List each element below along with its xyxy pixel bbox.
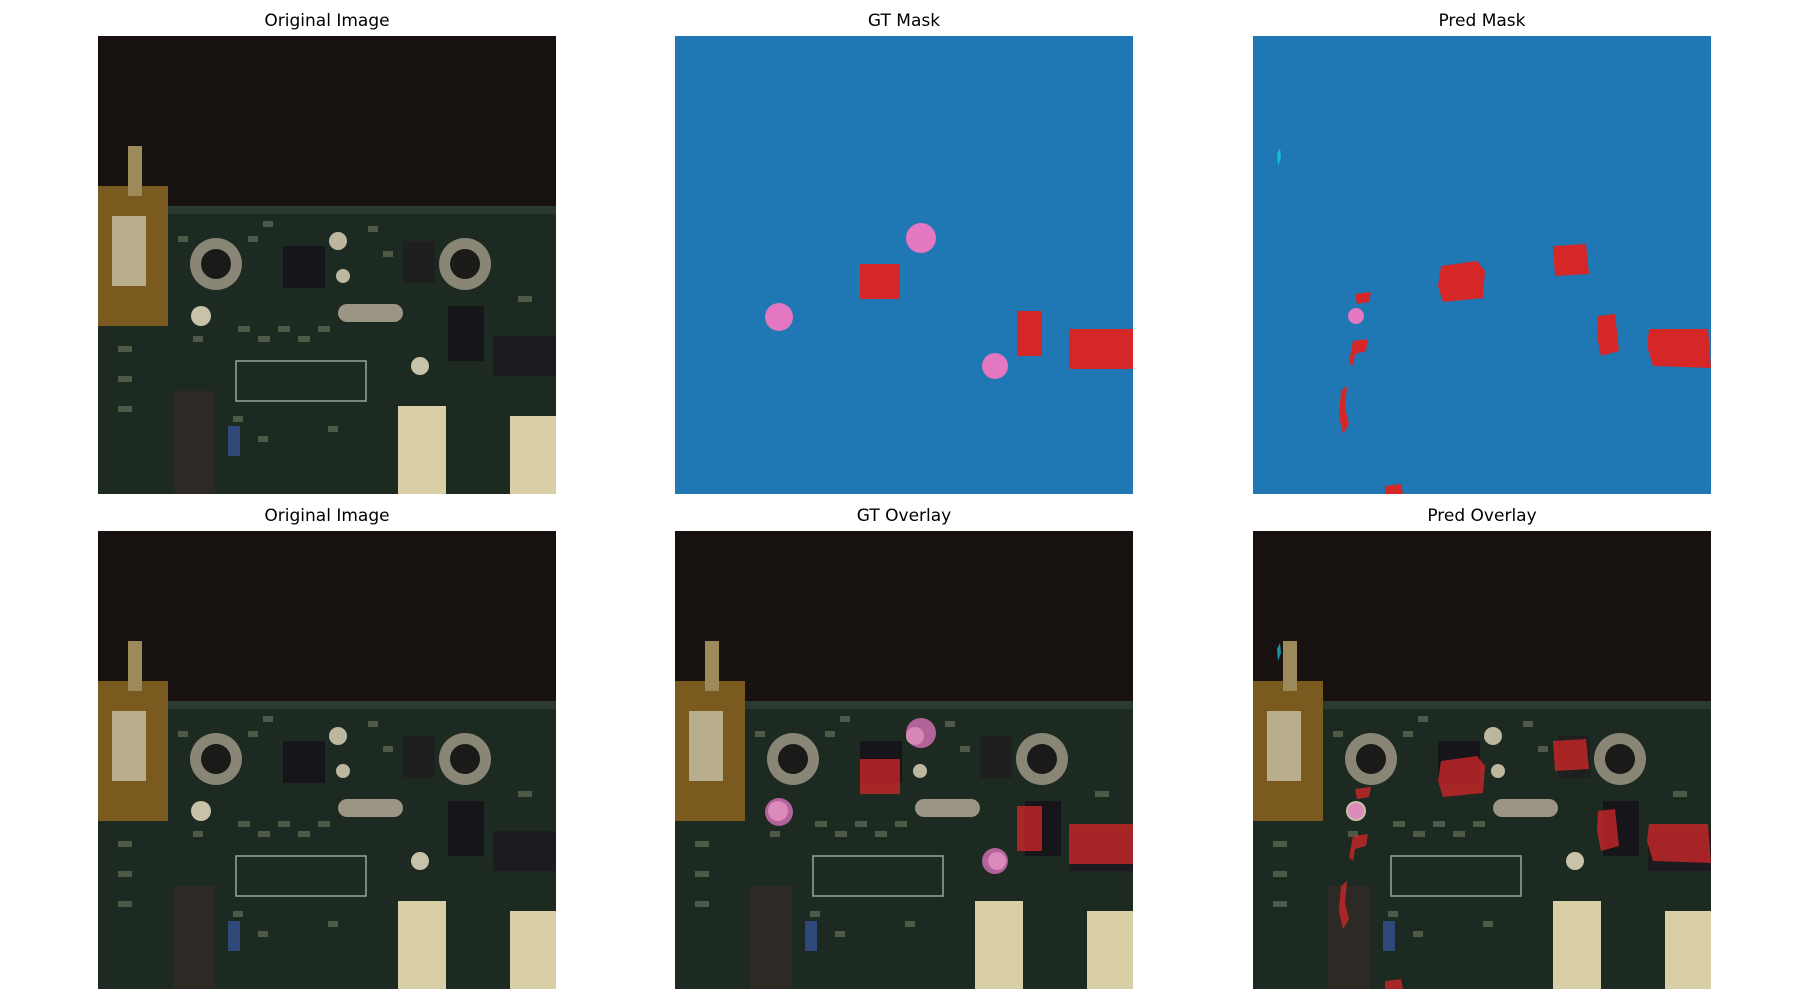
panel-title: Original Image xyxy=(264,506,390,526)
original-image xyxy=(98,531,556,989)
original-image xyxy=(98,36,556,494)
pcb-image xyxy=(98,36,556,494)
panel-title: Pred Overlay xyxy=(1427,506,1537,526)
mask-background xyxy=(675,36,1133,494)
mask-background xyxy=(1253,36,1711,494)
panel-title: Original Image xyxy=(264,11,390,31)
pred-overlay xyxy=(1253,531,1711,989)
gt-mask xyxy=(675,36,1133,494)
panel-title: GT Overlay xyxy=(856,506,952,526)
panel-title: GT Mask xyxy=(867,11,941,31)
gt-mask-image xyxy=(675,36,1133,494)
pred-mask xyxy=(1253,36,1711,494)
gt-overlay xyxy=(675,531,1133,989)
gt-overlay-image xyxy=(675,531,1133,989)
pred-mask-image xyxy=(1253,36,1711,494)
pcb-image xyxy=(98,531,556,989)
pred-overlay-image xyxy=(1253,531,1711,989)
panel-title: Pred Mask xyxy=(1438,11,1526,31)
